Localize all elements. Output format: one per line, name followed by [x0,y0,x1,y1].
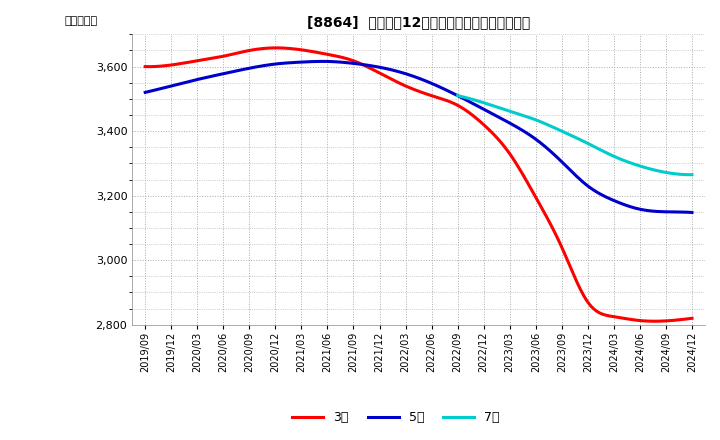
Y-axis label: （百万円）: （百万円） [64,16,97,26]
Title: [8864]  経常利益12か月移動合計の平均値の推移: [8864] 経常利益12か月移動合計の平均値の推移 [307,15,530,29]
Legend: 3年, 5年, 7年: 3年, 5年, 7年 [287,407,505,429]
